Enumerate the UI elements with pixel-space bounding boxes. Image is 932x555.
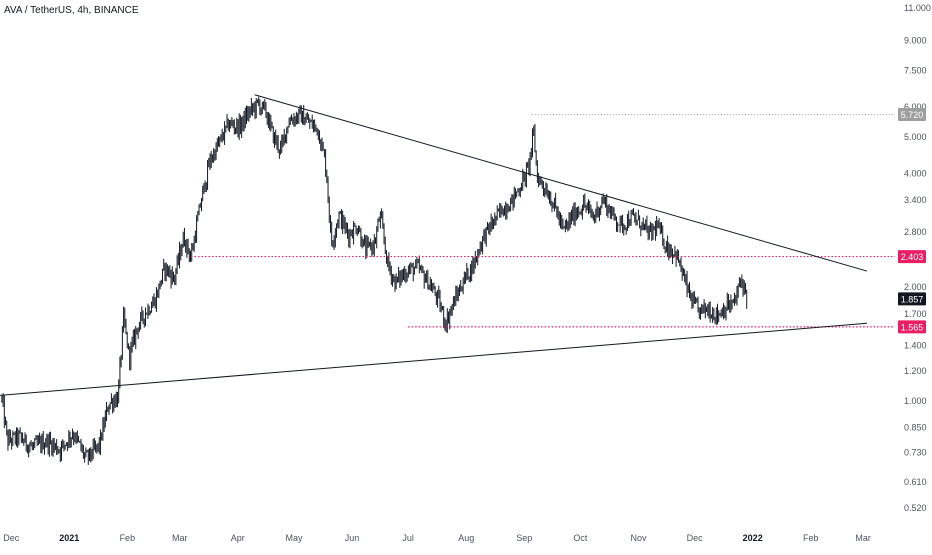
x-tick-label: Feb (120, 533, 136, 543)
x-tick-label: Aug (458, 533, 474, 543)
x-tick-label: Mar (855, 533, 871, 543)
support-level-label-bg (898, 320, 926, 334)
x-tick-label: Nov (630, 533, 647, 543)
trendlines[interactable] (0, 94, 868, 396)
last-price-label: 1.857 (901, 294, 924, 304)
x-tick-label: Dec (687, 533, 704, 543)
x-tick-label: Mar (172, 533, 188, 543)
price-labels: 2.403 1.565 5.720 1.857 (898, 107, 926, 334)
x-tick-label: Jun (345, 533, 360, 543)
x-tick-label: 2022 (743, 533, 763, 543)
time-axis[interactable]: Dec 2021 Feb Mar Apr May Jun Jul Aug Sep Oct Nov Dec… (3, 533, 871, 543)
price-axis[interactable]: 11.000 9.000 7.500 6.000 5.000 4.000 3.400 2.80… (904, 3, 931, 513)
y-tick-label: 0.850 (904, 422, 927, 432)
y-tick-label: 3.400 (904, 195, 927, 205)
y-tick-label: 1.200 (904, 366, 927, 376)
y-tick-label: 1.700 (904, 309, 927, 319)
x-tick-label: Oct (573, 533, 588, 543)
x-tick-label: Apr (231, 533, 245, 543)
y-tick-label: 1.000 (904, 396, 927, 406)
reference-level-label-bg (898, 107, 926, 121)
ascending-support[interactable] (0, 322, 867, 396)
reference-level-label: 5.720 (901, 110, 924, 120)
y-tick-label: 9.000 (904, 36, 927, 46)
y-tick-label: 2.800 (904, 227, 927, 237)
x-tick-label: Jul (402, 533, 414, 543)
symbol-title: AVA / TetherUS, 4h, BINANCE (4, 5, 139, 16)
x-tick-label: May (285, 533, 303, 543)
horizontal-levels (190, 113, 895, 328)
resistance-level-label-bg (898, 250, 926, 264)
y-tick-label: 1.400 (904, 341, 927, 351)
y-tick-label: 5.000 (904, 132, 927, 142)
x-tick-label: Feb (803, 533, 819, 543)
y-tick-label: 0.730 (904, 447, 927, 457)
y-tick-label: 7.500 (904, 66, 927, 76)
x-tick-label: Dec (3, 533, 20, 543)
support-level-label: 1.565 (901, 322, 924, 332)
y-tick-label: 4.000 (904, 169, 927, 179)
x-tick-label: 2021 (59, 533, 79, 543)
y-tick-label: 0.520 (904, 503, 927, 513)
x-tick-label: Sep (516, 533, 532, 543)
y-tick-label: 2.000 (904, 282, 927, 292)
last-price-label-bg (898, 292, 926, 306)
descending-resistance[interactable] (254, 94, 868, 272)
y-tick-label: 11.000 (904, 3, 931, 13)
candlestick-series (1, 96, 748, 465)
y-tick-label: 0.610 (904, 477, 927, 487)
y-tick-label: 6.000 (904, 102, 927, 112)
resistance-level-label: 2.403 (901, 252, 924, 262)
